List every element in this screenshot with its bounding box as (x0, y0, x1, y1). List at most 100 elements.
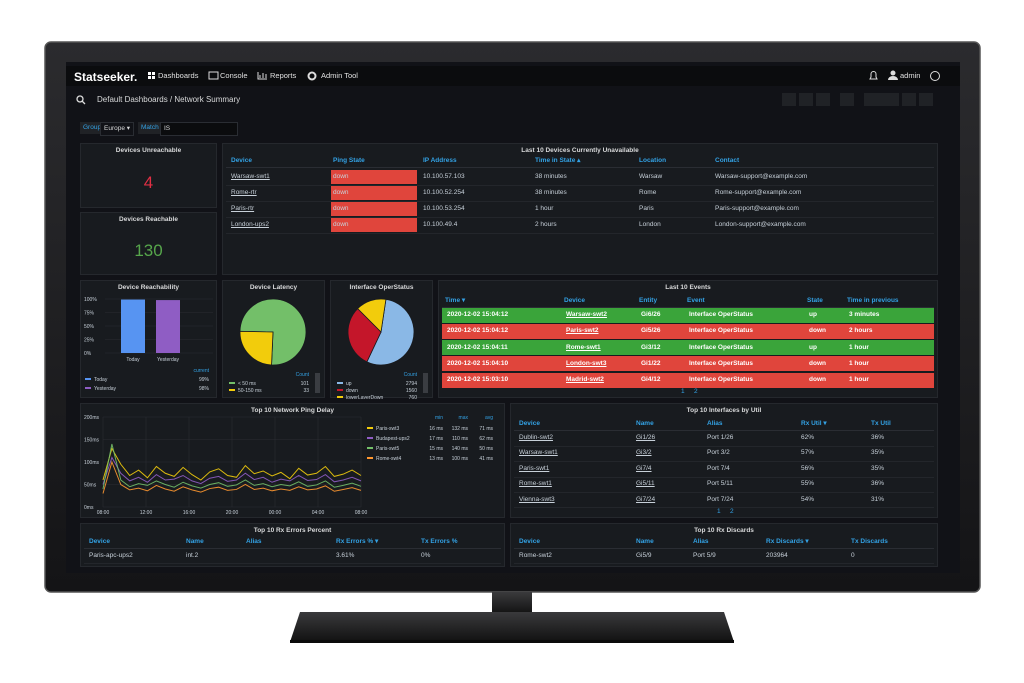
panel-title: Top 10 Interfaces by Util (686, 407, 762, 414)
table-cell: Vienna-swt3 (519, 495, 555, 503)
table-cell: Port 7/24 (707, 495, 734, 503)
pie-slice (347, 308, 382, 363)
table-cell: Warsaw-support@example.com (715, 173, 808, 180)
table-cell: Rome-swt1 (519, 480, 552, 488)
filter-label: Match (138, 122, 162, 134)
legend-label: 50-150 ms (238, 388, 262, 394)
stat-value: 4 (143, 172, 154, 192)
page-link[interactable]: 2 (694, 388, 698, 395)
column-header: Time ▾ (445, 297, 466, 304)
table-cell: London-support@example.com (715, 221, 806, 228)
table-cell: Gi7/24 (636, 495, 656, 503)
table-cell: Warsaw (639, 173, 663, 180)
legend-value: 16 ms (429, 426, 443, 432)
table-cell: Port 7/4 (707, 464, 730, 472)
nav-icons (148, 70, 940, 81)
state-cell (331, 218, 417, 232)
y-tick-label: 50ms (84, 483, 97, 489)
table-cell: Port 1/26 (707, 434, 734, 441)
table-cell: 31% (871, 495, 885, 503)
series-line (102, 447, 362, 481)
y-tick-label: 100ms (84, 460, 100, 466)
filter-select[interactable]: Europe ▾ (100, 122, 135, 136)
table-cell: 10.100.49.4 (423, 221, 458, 228)
table-cell: Warsaw-swt1 (231, 173, 270, 180)
table-cell: 38 minutes (535, 173, 567, 180)
state-cell (331, 170, 417, 184)
table-cell: Rome-rtr (231, 189, 257, 196)
legend-label: down (346, 388, 358, 394)
legend-value: 62 ms (479, 436, 493, 442)
table-cell: 57% (801, 449, 815, 457)
panel-title: Last 10 Events (665, 284, 711, 291)
y-tick-label: 150ms (84, 438, 100, 444)
table-cell: 1 hour (849, 376, 869, 384)
table-cell: 1 hour (849, 343, 869, 351)
column-header: Tx Errors % (421, 538, 458, 545)
table-cell: Gi3/2 (636, 449, 652, 457)
column-header: Device (231, 157, 252, 164)
table-cell: Interface OperStatus (689, 359, 753, 367)
page-link[interactable]: 1 (717, 508, 721, 515)
series-line (102, 456, 362, 485)
table-cell: 0% (421, 552, 431, 559)
x-tick-label: 00:00 (269, 510, 282, 516)
column-header: Name (636, 538, 654, 545)
page-link[interactable]: 1 (681, 388, 685, 395)
logo[interactable]: Statseeker. (74, 70, 138, 84)
y-tick-label: 200ms (84, 415, 100, 421)
table-cell: down (809, 376, 826, 384)
filter-input[interactable]: IS (160, 122, 238, 136)
table-cell: 1 hour (849, 359, 869, 367)
column-header: Event (687, 297, 705, 304)
row-rule (514, 563, 934, 564)
page-link[interactable]: 2 (730, 508, 734, 515)
table-cell: down (809, 327, 826, 335)
series-line (102, 443, 362, 490)
table-cell: 55% (801, 480, 815, 488)
table-cell: Paris (639, 205, 654, 212)
legend-value: 41 ms (479, 456, 493, 462)
legend-scrollbar (423, 373, 428, 393)
x-tick-label: Yesterday (157, 357, 180, 363)
table-cell: Paris-swt1 (519, 464, 550, 472)
table-cell: 56% (801, 464, 815, 472)
nav-item[interactable]: Admin Tool (321, 71, 358, 80)
legend-label: Today (94, 377, 108, 383)
table-cell: 36% (871, 480, 885, 488)
table-cell: Rome-swt2 (519, 552, 552, 559)
legend-value: 33 (303, 388, 309, 394)
nav-item[interactable]: Dashboards (158, 71, 199, 80)
legend-label: lowerLayerDown (346, 395, 383, 399)
panel-title: Devices Unreachable (115, 147, 182, 154)
table-cell: 10.100.53.254 (423, 205, 465, 212)
x-tick-label: 08:00 (97, 510, 110, 516)
column-header: Device (519, 538, 540, 545)
column-header: Rx Discards ▾ (766, 538, 809, 545)
filter-label: Group (80, 122, 105, 134)
table-cell: 36% (871, 434, 885, 441)
event-row (442, 340, 934, 356)
legend-label: < 50 ms (238, 381, 256, 387)
column-header: Alias (707, 420, 723, 427)
table-cell: Rome-swt1 (566, 343, 601, 351)
y-tick-label: 100% (84, 297, 97, 303)
column-header: Tx Util (871, 420, 891, 427)
event-row (442, 356, 934, 372)
nav-item[interactable]: Reports (270, 71, 297, 80)
panel: Top 10 Network Ping Delay 0ms 50ms 100ms 150… (80, 403, 505, 518)
panel: Last 10 Events Time ▾ Device Entity Event Sta… (438, 280, 938, 398)
nav-item[interactable]: Console (220, 71, 248, 80)
table-cell: up (809, 311, 817, 318)
table-cell: down (333, 205, 349, 212)
legend-value: 132 ms (452, 426, 469, 432)
panel-title: Top 10 Network Ping Delay (251, 407, 334, 414)
table-cell: 0 (851, 552, 855, 559)
state-cell (331, 202, 417, 216)
table-cell: 2020-12-02 15:04:12 (447, 327, 509, 335)
table-cell: down (333, 189, 349, 196)
table-cell: Paris-swt2 (566, 327, 599, 335)
table-cell: 10.100.57.103 (423, 173, 465, 180)
table-cell: 2020-12-02 15:03:10 (447, 376, 509, 384)
